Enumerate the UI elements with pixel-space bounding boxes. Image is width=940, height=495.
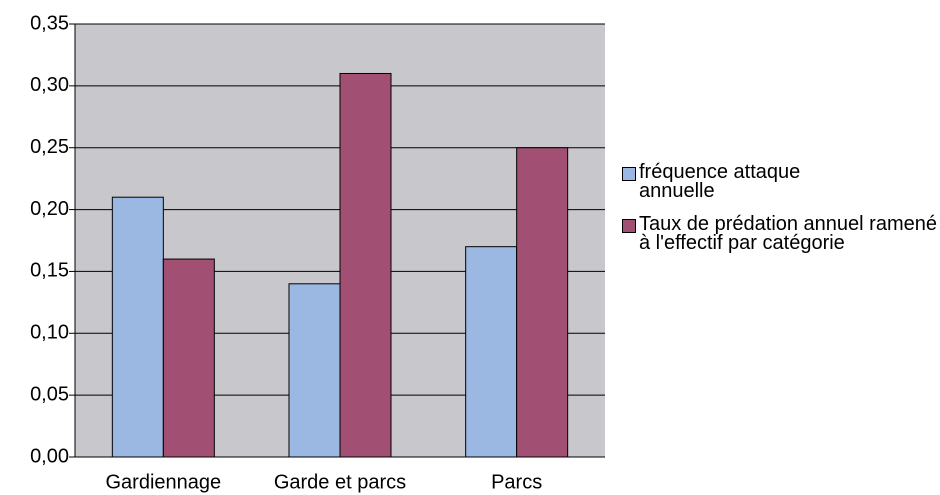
bar bbox=[516, 147, 569, 458]
bar bbox=[339, 72, 392, 458]
y-tick-label: 0,05 bbox=[30, 383, 69, 405]
y-tick-label: 0,20 bbox=[30, 198, 69, 220]
y-tick-label: 0,30 bbox=[30, 74, 69, 96]
x-tick-label: Parcs bbox=[491, 471, 542, 493]
bar bbox=[162, 258, 215, 458]
x-tick-label: Gardiennage bbox=[106, 471, 222, 493]
bar bbox=[288, 283, 341, 458]
bar bbox=[111, 196, 164, 458]
bar bbox=[465, 246, 518, 458]
legend-label: fréquence attaque annuelle bbox=[639, 161, 801, 202]
x-tick-label: Garde et parcs bbox=[274, 471, 406, 493]
legend-item: Taux de prédation annuel ramené à l'effe… bbox=[622, 213, 939, 254]
y-tick-label: 0,15 bbox=[30, 260, 69, 282]
legend-swatch bbox=[622, 219, 636, 233]
legend-label: Taux de prédation annuel ramené à l'effe… bbox=[639, 213, 937, 254]
y-tick-label: 0,10 bbox=[30, 322, 69, 344]
legend: fréquence attaque annuelle Taux de prédat… bbox=[622, 161, 939, 267]
legend-item: fréquence attaque annuelle bbox=[622, 161, 939, 202]
y-tick-label: 0,00 bbox=[30, 445, 69, 467]
legend-swatch bbox=[622, 167, 636, 181]
y-tick-label: 0,25 bbox=[30, 136, 69, 158]
y-tick-label: 0,35 bbox=[30, 12, 69, 34]
